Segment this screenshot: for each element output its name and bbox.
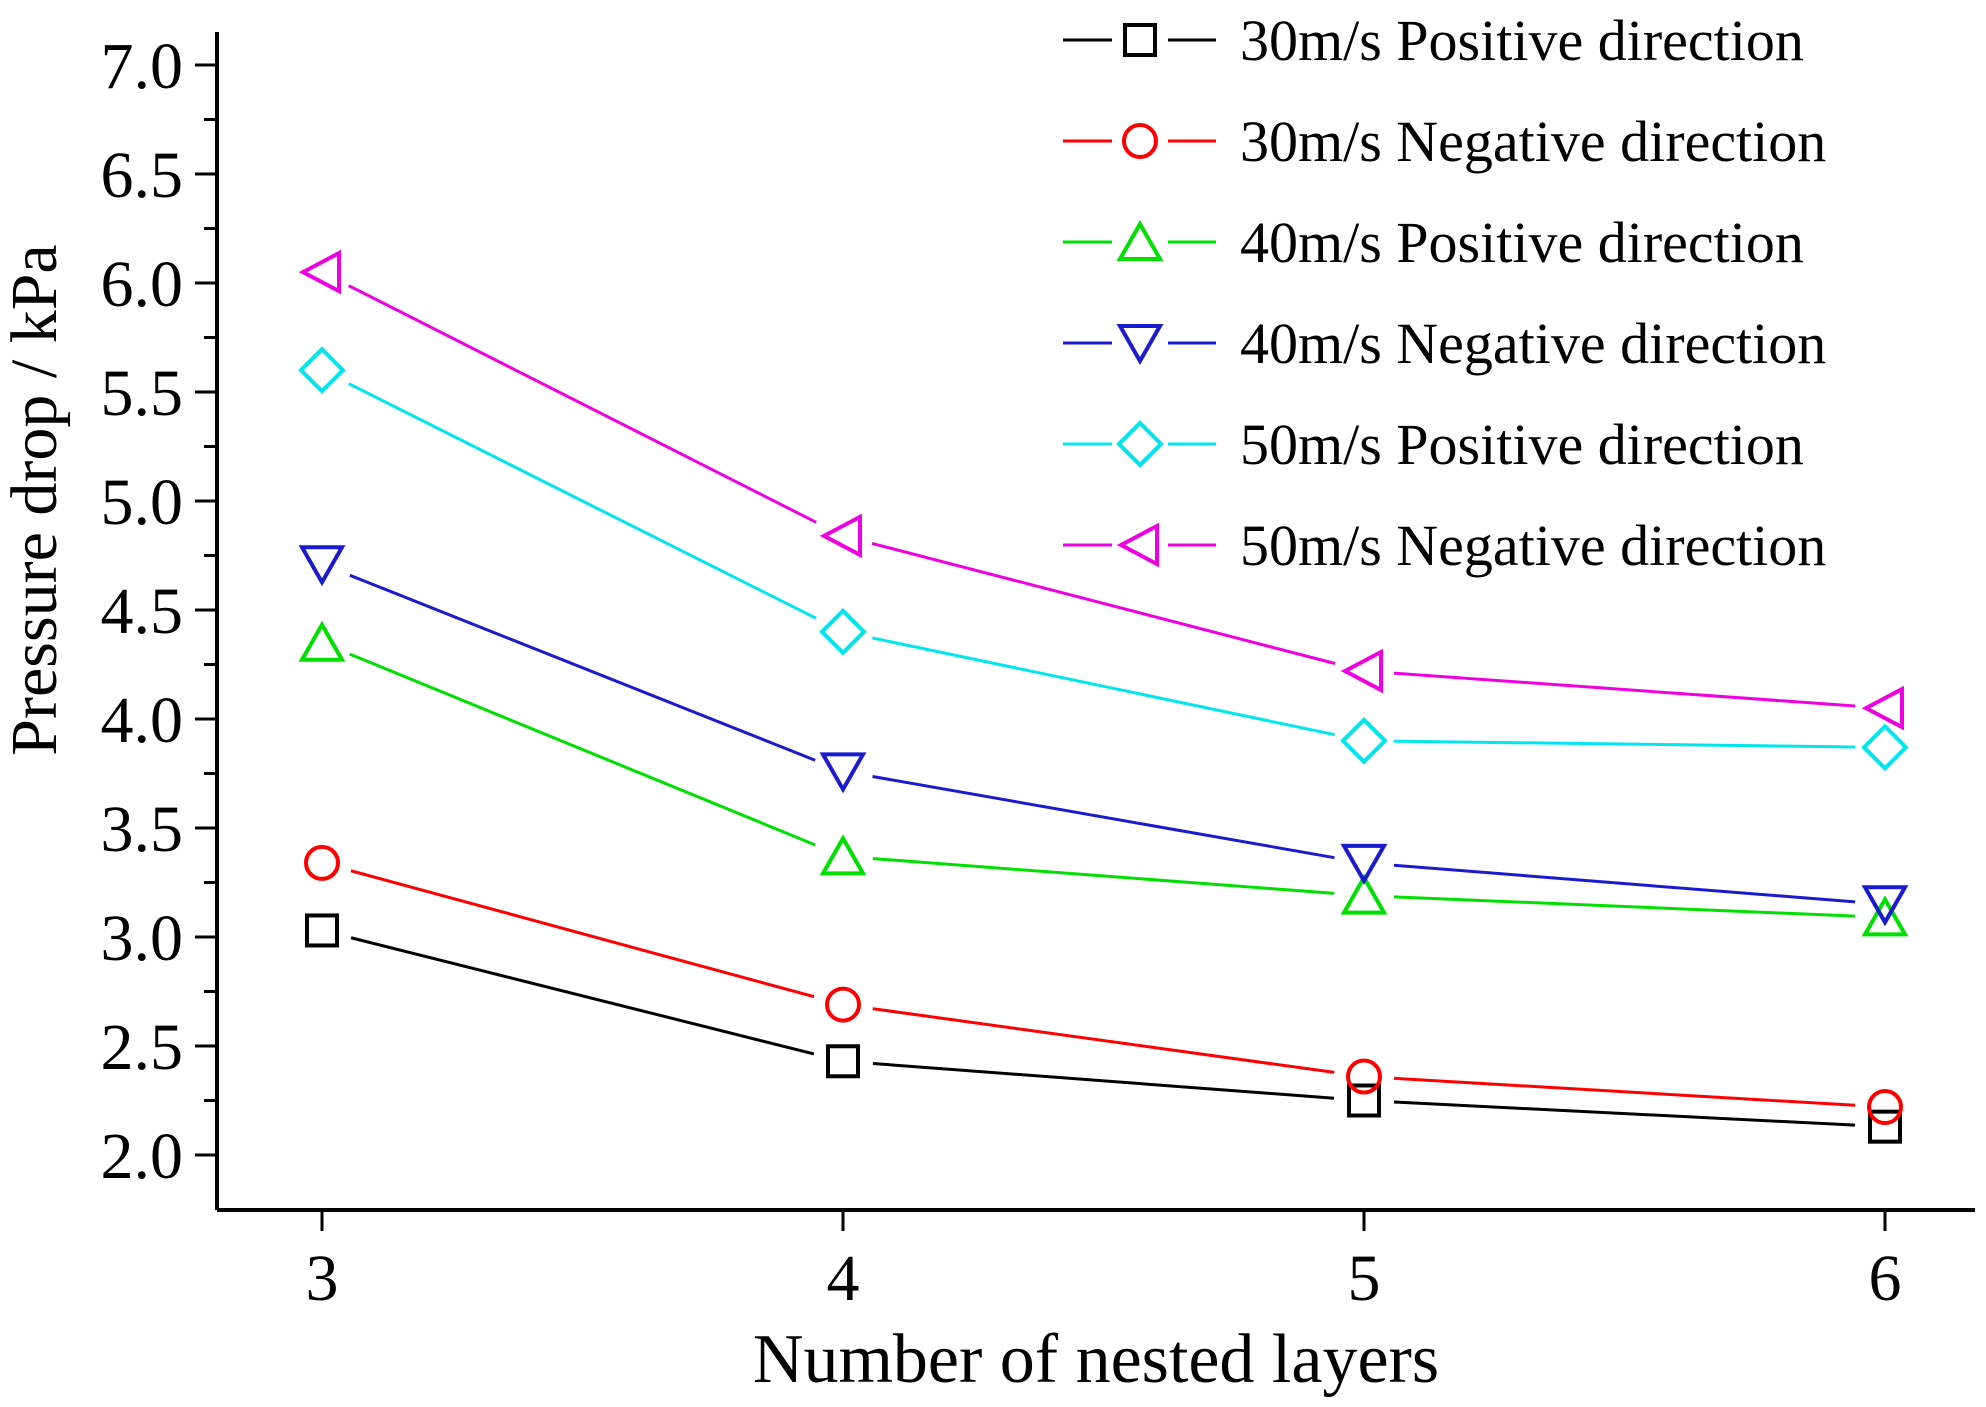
series-1-segment [1393,1076,1856,1107]
y-tick-label: 5.5 [101,357,184,430]
series-2-segment [1393,895,1856,918]
series-4-segment [1393,739,1856,749]
series-5-segment [348,284,817,524]
legend-marker-circle [1122,123,1158,159]
series-0-segment [350,936,815,1056]
series-5-marker-triangle-left [1861,685,1904,731]
legend-item: 40m/s Positive direction [1063,210,1804,275]
legend-label: 40m/s Positive direction [1240,210,1804,275]
legend-marker-triangle-left [1116,522,1159,568]
legend-label: 40m/s Negative direction [1240,311,1826,376]
y-tick-label: 4.0 [101,684,184,757]
x-tick-label: 6 [1869,1242,1902,1315]
series-4-group [298,346,1909,772]
legend-marker-triangle-up [1116,219,1164,261]
y-tick-label: 3.0 [101,902,184,975]
series-3-marker-triangle-down [819,752,867,794]
series-2-marker-triangle-up [298,620,346,662]
series-2-segment [349,652,816,847]
y-tick-label: 2.0 [101,1120,184,1193]
series-5-marker-triangle-left [298,249,341,295]
series-1-group [304,844,1903,1126]
x-tick-label: 5 [1348,1242,1381,1315]
series-0-marker-square [305,913,339,948]
series-0-marker-square [826,1044,860,1079]
series-2-marker-triangle-up [819,834,867,876]
series-3-segment [872,775,1335,860]
x-tick-label: 3 [306,1242,339,1315]
legend-marker-diamond [1116,420,1164,468]
y-tick-label: 7.0 [101,30,184,103]
y-axis-title: Pressure drop / kPa [0,244,71,755]
legend-label: 30m/s Positive direction [1240,8,1804,73]
series-5-group [298,249,1904,731]
series-1-marker-circle [304,844,340,881]
series-0-marker-square [1347,1083,1381,1118]
series-3-marker-triangle-down [1861,885,1909,927]
series-3-group [298,545,1909,927]
y-tick-label: 6.0 [101,248,184,321]
legend-label: 50m/s Positive direction [1240,412,1804,477]
y-tick-label: 6.5 [101,139,184,212]
y-tick-label: 2.5 [101,1011,184,1084]
series-3-segment [1393,863,1856,904]
series-2-marker-triangle-up [1861,895,1909,937]
legend-marker-square [1123,23,1157,57]
series-4-segment [348,382,817,620]
series-3-segment [349,573,816,762]
series-3-marker-triangle-down [1340,843,1388,885]
series-4-marker-diamond [1861,723,1909,772]
series-0-group [305,913,1902,1144]
series-4-marker-diamond [298,346,346,395]
series-2-marker-triangle-up [1340,873,1388,915]
y-tick-label: 5.0 [101,466,184,539]
x-tick-label: 4 [827,1242,860,1315]
legend-item: 30m/s Positive direction [1063,8,1804,73]
series-5-segment [871,541,1336,665]
legend-item: 30m/s Negative direction [1063,109,1826,174]
series-5-marker-triangle-left [1340,648,1383,694]
series-4-marker-diamond [1340,716,1388,765]
series-4-marker-diamond [819,607,867,656]
series-0-segment [1393,1100,1856,1127]
series-3-marker-triangle-down [298,545,346,587]
legend-label: 30m/s Negative direction [1240,109,1826,174]
legend-item: 50m/s Negative direction [1063,513,1826,578]
series-1-segment [350,869,815,999]
y-tick-label: 4.5 [101,575,184,648]
legend: 30m/s Positive direction 30m/s Negative d… [1063,8,1826,578]
series-2-group [298,620,1909,937]
series-4-segment [872,636,1335,737]
legend-marker-triangle-down [1116,324,1164,366]
series-1-marker-circle [1867,1089,1903,1126]
legend-item: 50m/s Positive direction [1063,412,1804,477]
series-2-segment [872,857,1335,895]
series-5-segment [1393,671,1856,708]
series-1-segment [872,1007,1335,1074]
series-1-marker-circle [825,986,861,1023]
y-tick-label: 3.5 [101,793,184,866]
series-5-marker-triangle-left [819,513,862,559]
x-axis-title: Number of nested layers [753,1321,1439,1398]
series-0-segment [872,1062,1335,1100]
series-0-marker-square [1868,1109,1902,1144]
legend-label: 50m/s Negative direction [1240,513,1826,578]
legend-item: 40m/s Negative direction [1063,311,1826,376]
series-1-marker-circle [1346,1058,1382,1095]
